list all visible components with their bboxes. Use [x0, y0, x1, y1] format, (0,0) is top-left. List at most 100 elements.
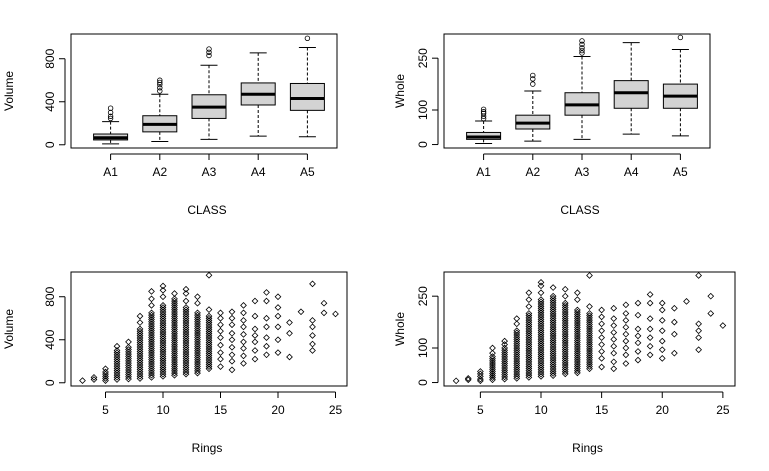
scatter-point	[622, 310, 630, 317]
x-tick-label: A2	[152, 165, 167, 179]
scatter-point	[658, 316, 666, 324]
scatter-point	[263, 342, 270, 350]
outlier-point	[107, 105, 114, 111]
scatter-point	[537, 278, 545, 286]
x-tick-label: A4	[624, 165, 639, 179]
scatter-point	[598, 327, 605, 335]
scatter-point	[251, 325, 259, 333]
scatter-point	[610, 322, 618, 329]
scatter-point	[622, 323, 630, 331]
scatter-point	[561, 299, 569, 307]
scatter-point	[501, 344, 508, 352]
scatter-point	[251, 297, 259, 305]
scatter-point	[148, 295, 155, 303]
boxplot-panel-2: 0 100 250 A1 A2 A3 A4 A5 CLASS Whole	[393, 33, 711, 217]
scatter-point	[205, 306, 213, 314]
outlier-point	[480, 110, 487, 117]
scatter-point	[309, 317, 316, 324]
scatter-point	[274, 312, 282, 320]
scatter-point	[240, 352, 247, 360]
scatter-point	[622, 360, 630, 367]
scatter-point	[598, 334, 605, 342]
outlier-point	[579, 41, 585, 48]
box-A2	[515, 72, 551, 142]
scatter-point	[489, 353, 496, 361]
scatter-point	[240, 344, 247, 352]
scatter-point	[622, 351, 630, 359]
scatter-point	[332, 310, 339, 318]
scatter-point	[671, 318, 678, 326]
outlier-point	[206, 46, 212, 52]
x-tick-label: 10	[156, 403, 170, 417]
x-axis-title: CLASS	[187, 203, 226, 217]
scatter-point	[646, 291, 654, 298]
scatter-point	[610, 315, 618, 323]
scatter-point	[309, 332, 316, 339]
box-A1	[466, 106, 502, 145]
scatter-point	[464, 375, 472, 382]
scatter-point	[240, 331, 247, 338]
scatter-point	[598, 348, 605, 355]
scatter-point	[501, 337, 508, 345]
y-axis-title: Volume	[2, 309, 16, 349]
scatter-point	[263, 334, 270, 341]
scatter-point	[658, 299, 666, 307]
scatter-point	[707, 292, 715, 300]
x-tick-label: 20	[271, 403, 285, 417]
scatter-point	[574, 296, 581, 304]
scatter-point	[136, 325, 144, 333]
y-tick-label: 400	[43, 91, 57, 111]
scatter-point	[610, 329, 618, 336]
outlier-point	[304, 35, 311, 42]
outlier-point	[677, 34, 684, 41]
scatter-points	[452, 272, 727, 385]
y-tick-label: 800	[43, 48, 57, 68]
boxplot-panel-1: 0 400 800 A1 A2 A3 A4 A5 CLASS Volume	[2, 33, 338, 217]
scatter-point	[274, 323, 282, 331]
scatter-point	[159, 282, 167, 290]
scatter-point	[537, 296, 545, 304]
x-tick-label: 15	[595, 403, 609, 417]
scatter-point	[537, 289, 545, 297]
scatter-point	[286, 353, 293, 361]
scatter-point	[610, 304, 618, 312]
scatter-point	[646, 315, 654, 323]
scatter-point	[297, 308, 305, 316]
scatter-point	[586, 272, 593, 279]
x-axis-title: Rings	[192, 441, 223, 455]
y-axis-title: Whole	[393, 74, 407, 108]
scatter-point	[217, 349, 224, 357]
scatter-point	[159, 286, 167, 294]
scatter-point	[598, 341, 605, 348]
scatter-point	[658, 327, 666, 335]
scatter-point	[217, 334, 224, 341]
x-tick-label: 20	[656, 403, 670, 417]
box-A1	[93, 105, 129, 145]
scatter-point	[251, 332, 259, 339]
scatter-point	[274, 349, 282, 357]
scatter-point	[477, 368, 484, 375]
scatter-point	[240, 360, 247, 367]
scatter-point	[561, 285, 569, 293]
scatter-point	[574, 306, 581, 314]
iqr-box	[289, 82, 325, 111]
scatter-point	[537, 282, 545, 290]
x-tick-label: A3	[575, 165, 590, 179]
x-tick-label: A3	[202, 165, 217, 179]
scatter-point	[309, 347, 316, 354]
scatter-point	[658, 337, 666, 345]
scatter-point	[658, 354, 666, 362]
outlier-point	[157, 88, 163, 94]
x-tick-label: 25	[329, 403, 343, 417]
scatter-point	[525, 310, 533, 317]
scatter-point	[549, 284, 557, 291]
scatter-point	[477, 375, 484, 383]
x-tick-label: 25	[716, 403, 730, 417]
scatter-point	[194, 293, 201, 301]
scatter-point	[228, 351, 236, 359]
scatter-point	[125, 338, 132, 346]
x-tick-label: A5	[300, 165, 315, 179]
scatter-point	[320, 309, 328, 317]
scatter-point	[113, 347, 121, 354]
